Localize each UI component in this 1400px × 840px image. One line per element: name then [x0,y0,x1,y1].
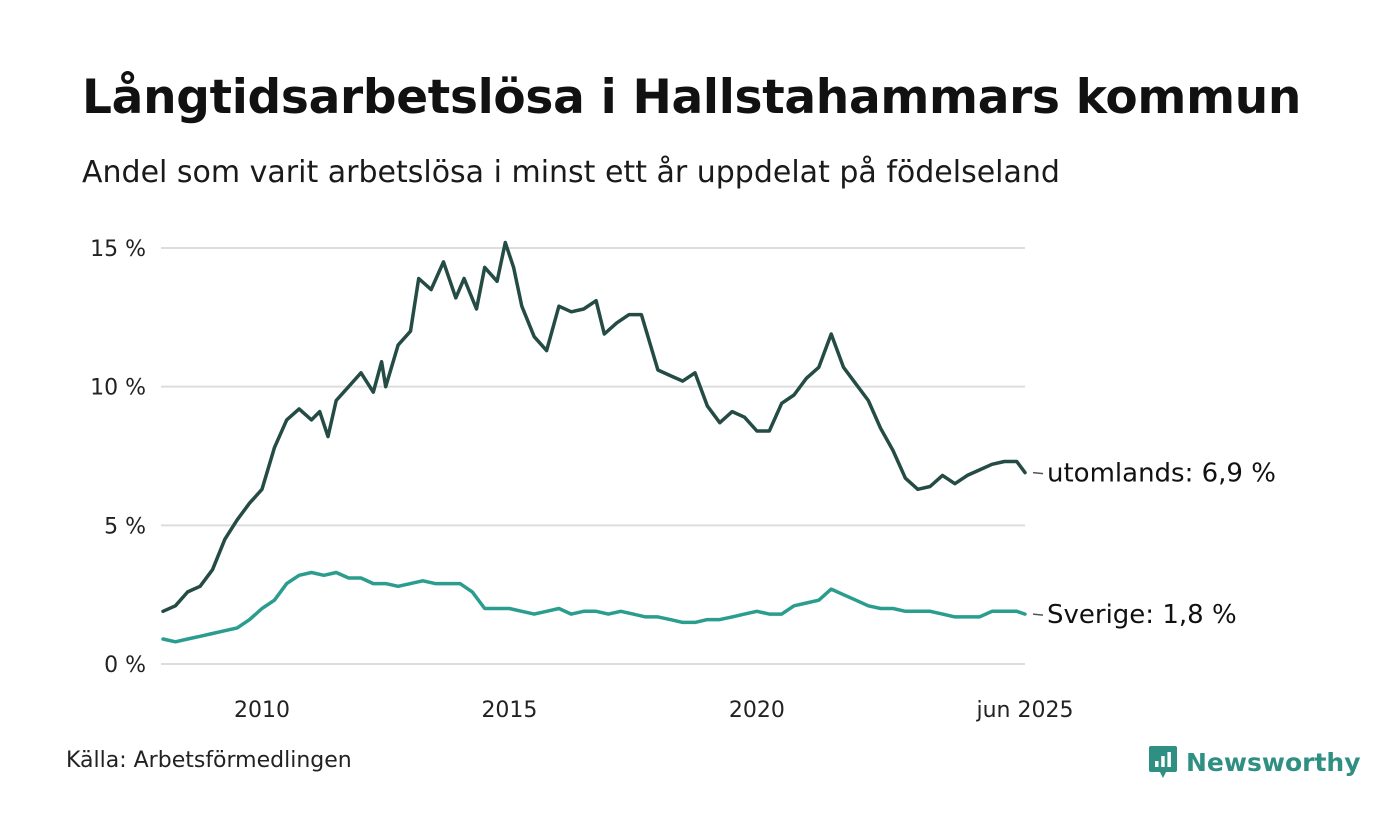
y-axis-tick-labels: 0 % 5 % 10 % 15 % [90,237,146,678]
series-lines [161,240,1027,644]
chart-subtitle: Andel som varit arbetslösa i minst ett å… [82,155,1060,190]
x-tick-label: jun 2025 [976,698,1074,723]
grid-lines [161,247,1025,665]
brand-name: Newsworthy [1186,747,1361,777]
x-tick-label: 2010 [234,698,290,723]
end-label-connector [1032,613,1044,616]
series-line-sverige [161,570,1027,644]
brand-logo: Newsworthy [1148,744,1361,780]
source-note: Källa: Arbetsförmedlingen [66,748,352,773]
end-label-connector [1032,471,1044,475]
series-end-label-utomlands: utomlands: 6,9 % [1047,459,1276,489]
x-tick-label: 2015 [481,698,537,723]
chart-title: Långtidsarbetslösa i Hallstahammars komm… [82,70,1302,125]
series-line-utomlands [161,240,1027,614]
series-end-label-sverige: Sverige: 1,8 % [1047,600,1237,630]
newsworthy-logo-icon [1149,746,1177,778]
y-tick-label: 15 % [90,237,146,262]
y-tick-label: 5 % [104,514,146,539]
x-axis-tick-labels: 2010 2015 2020 jun 2025 [234,698,1074,723]
y-tick-label: 10 % [90,376,146,401]
x-tick-label: 2020 [729,698,785,723]
y-tick-label: 0 % [104,653,146,678]
series-end-labels: utomlands: 6,9 % Sverige: 1,8 % [1032,459,1276,630]
